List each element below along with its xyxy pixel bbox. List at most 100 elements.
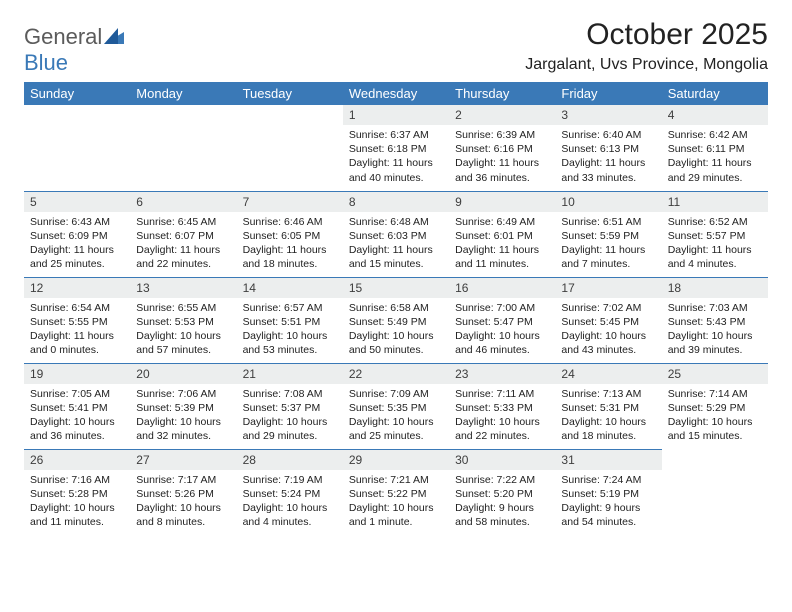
calendar-day-cell: 23Sunrise: 7:11 AMSunset: 5:33 PMDayligh… [449,363,555,449]
day-number: 20 [130,364,236,384]
day-info: Sunrise: 7:11 AMSunset: 5:33 PMDaylight:… [449,384,555,446]
day-number: 7 [237,192,343,212]
calendar-day-cell: 8Sunrise: 6:48 AMSunset: 6:03 PMDaylight… [343,191,449,277]
calendar-day-cell: 22Sunrise: 7:09 AMSunset: 5:35 PMDayligh… [343,363,449,449]
calendar-week-row: 1Sunrise: 6:37 AMSunset: 6:18 PMDaylight… [24,105,768,191]
brand-part1: General [24,24,102,49]
calendar-day-cell: 26Sunrise: 7:16 AMSunset: 5:28 PMDayligh… [24,449,130,535]
day-info: Sunrise: 7:08 AMSunset: 5:37 PMDaylight:… [237,384,343,446]
day-info: Sunrise: 7:09 AMSunset: 5:35 PMDaylight:… [343,384,449,446]
month-title: October 2025 [525,18,768,52]
day-number: 22 [343,364,449,384]
day-number-empty [24,105,130,125]
calendar-day-cell: 10Sunrise: 6:51 AMSunset: 5:59 PMDayligh… [555,191,661,277]
calendar-day-cell: 12Sunrise: 6:54 AMSunset: 5:55 PMDayligh… [24,277,130,363]
calendar-page: General Blue October 2025 Jargalant, Uvs… [0,0,792,547]
calendar-table: SundayMondayTuesdayWednesdayThursdayFrid… [24,82,768,535]
calendar-day-cell: 29Sunrise: 7:21 AMSunset: 5:22 PMDayligh… [343,449,449,535]
weekday-header: Tuesday [237,82,343,105]
day-number: 24 [555,364,661,384]
day-number: 15 [343,278,449,298]
day-info: Sunrise: 6:55 AMSunset: 5:53 PMDaylight:… [130,298,236,360]
day-info: Sunrise: 6:49 AMSunset: 6:01 PMDaylight:… [449,212,555,274]
day-info: Sunrise: 7:00 AMSunset: 5:47 PMDaylight:… [449,298,555,360]
calendar-week-row: 26Sunrise: 7:16 AMSunset: 5:28 PMDayligh… [24,449,768,535]
calendar-day-cell: 24Sunrise: 7:13 AMSunset: 5:31 PMDayligh… [555,363,661,449]
calendar-day-cell: 21Sunrise: 7:08 AMSunset: 5:37 PMDayligh… [237,363,343,449]
calendar-day-cell: 30Sunrise: 7:22 AMSunset: 5:20 PMDayligh… [449,449,555,535]
weekday-header: Sunday [24,82,130,105]
weekday-header: Monday [130,82,236,105]
day-number: 17 [555,278,661,298]
day-number: 23 [449,364,555,384]
calendar-day-cell: 11Sunrise: 6:52 AMSunset: 5:57 PMDayligh… [662,191,768,277]
brand-part2: Blue [24,50,68,75]
day-number: 13 [130,278,236,298]
day-number: 10 [555,192,661,212]
day-number: 2 [449,105,555,125]
day-info: Sunrise: 6:46 AMSunset: 6:05 PMDaylight:… [237,212,343,274]
calendar-day-cell: 16Sunrise: 7:00 AMSunset: 5:47 PMDayligh… [449,277,555,363]
calendar-day-cell [130,105,236,191]
day-number: 30 [449,450,555,470]
day-number: 5 [24,192,130,212]
calendar-day-cell: 3Sunrise: 6:40 AMSunset: 6:13 PMDaylight… [555,105,661,191]
calendar-day-cell: 19Sunrise: 7:05 AMSunset: 5:41 PMDayligh… [24,363,130,449]
calendar-day-cell: 31Sunrise: 7:24 AMSunset: 5:19 PMDayligh… [555,449,661,535]
day-info: Sunrise: 6:51 AMSunset: 5:59 PMDaylight:… [555,212,661,274]
day-number: 21 [237,364,343,384]
calendar-day-cell: 28Sunrise: 7:19 AMSunset: 5:24 PMDayligh… [237,449,343,535]
day-info: Sunrise: 7:22 AMSunset: 5:20 PMDaylight:… [449,470,555,532]
day-info: Sunrise: 6:52 AMSunset: 5:57 PMDaylight:… [662,212,768,274]
day-number: 8 [343,192,449,212]
calendar-day-cell: 7Sunrise: 6:46 AMSunset: 6:05 PMDaylight… [237,191,343,277]
day-info: Sunrise: 6:57 AMSunset: 5:51 PMDaylight:… [237,298,343,360]
day-info: Sunrise: 6:42 AMSunset: 6:11 PMDaylight:… [662,125,768,187]
calendar-week-row: 12Sunrise: 6:54 AMSunset: 5:55 PMDayligh… [24,277,768,363]
calendar-day-cell: 14Sunrise: 6:57 AMSunset: 5:51 PMDayligh… [237,277,343,363]
weekday-header: Thursday [449,82,555,105]
calendar-day-cell: 4Sunrise: 6:42 AMSunset: 6:11 PMDaylight… [662,105,768,191]
day-info: Sunrise: 6:58 AMSunset: 5:49 PMDaylight:… [343,298,449,360]
weekday-header: Saturday [662,82,768,105]
brand-mark-icon [104,28,124,44]
brand-logo: General Blue [24,18,124,76]
day-info: Sunrise: 7:13 AMSunset: 5:31 PMDaylight:… [555,384,661,446]
day-info: Sunrise: 7:05 AMSunset: 5:41 PMDaylight:… [24,384,130,446]
day-number: 11 [662,192,768,212]
day-number: 6 [130,192,236,212]
header: General Blue October 2025 Jargalant, Uvs… [24,18,768,76]
weekday-header-row: SundayMondayTuesdayWednesdayThursdayFrid… [24,82,768,105]
day-number-empty [662,449,768,469]
day-number-empty [130,105,236,125]
calendar-day-cell: 20Sunrise: 7:06 AMSunset: 5:39 PMDayligh… [130,363,236,449]
weekday-header: Wednesday [343,82,449,105]
weekday-header: Friday [555,82,661,105]
location-text: Jargalant, Uvs Province, Mongolia [525,56,768,74]
day-info: Sunrise: 7:06 AMSunset: 5:39 PMDaylight:… [130,384,236,446]
day-number: 1 [343,105,449,125]
day-info: Sunrise: 7:14 AMSunset: 5:29 PMDaylight:… [662,384,768,446]
day-number: 26 [24,450,130,470]
day-number: 18 [662,278,768,298]
calendar-day-cell [237,105,343,191]
day-info: Sunrise: 6:39 AMSunset: 6:16 PMDaylight:… [449,125,555,187]
day-info: Sunrise: 7:17 AMSunset: 5:26 PMDaylight:… [130,470,236,532]
calendar-day-cell: 13Sunrise: 6:55 AMSunset: 5:53 PMDayligh… [130,277,236,363]
day-number: 14 [237,278,343,298]
calendar-day-cell: 25Sunrise: 7:14 AMSunset: 5:29 PMDayligh… [662,363,768,449]
day-info: Sunrise: 6:54 AMSunset: 5:55 PMDaylight:… [24,298,130,360]
brand-text: General Blue [24,24,124,76]
calendar-day-cell: 6Sunrise: 6:45 AMSunset: 6:07 PMDaylight… [130,191,236,277]
day-info: Sunrise: 7:19 AMSunset: 5:24 PMDaylight:… [237,470,343,532]
day-number: 9 [449,192,555,212]
day-info: Sunrise: 7:02 AMSunset: 5:45 PMDaylight:… [555,298,661,360]
day-info: Sunrise: 7:24 AMSunset: 5:19 PMDaylight:… [555,470,661,532]
day-number-empty [237,105,343,125]
day-number: 25 [662,364,768,384]
calendar-day-cell: 17Sunrise: 7:02 AMSunset: 5:45 PMDayligh… [555,277,661,363]
calendar-day-cell: 2Sunrise: 6:39 AMSunset: 6:16 PMDaylight… [449,105,555,191]
calendar-day-cell: 9Sunrise: 6:49 AMSunset: 6:01 PMDaylight… [449,191,555,277]
day-info: Sunrise: 6:40 AMSunset: 6:13 PMDaylight:… [555,125,661,187]
day-number: 3 [555,105,661,125]
